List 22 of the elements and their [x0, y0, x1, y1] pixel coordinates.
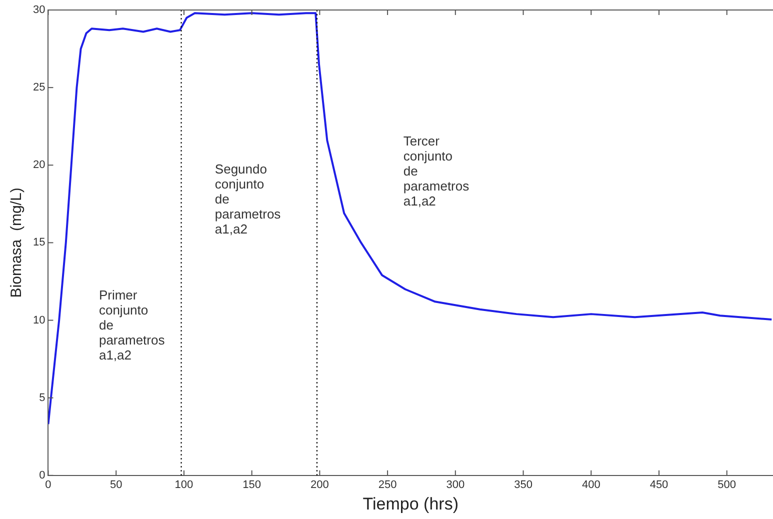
y-tick-label: 30: [32, 4, 46, 16]
x-axis-title: Tiempo (hrs): [362, 494, 458, 514]
x-tick-label: 200: [310, 479, 329, 492]
y-tick-label: 5: [39, 392, 46, 404]
x-tick-label: 100: [174, 479, 194, 492]
y-axis-title: Biomasa (mg/L): [8, 188, 26, 298]
x-tick-label: 450: [650, 479, 668, 492]
annotation: Segundo conjunto de parametros a1,a2: [214, 162, 282, 237]
x-tick-label: 50: [110, 479, 122, 492]
y-tick-label: 15: [32, 236, 46, 249]
x-tick-label: 500: [718, 479, 736, 492]
y-tick-label: 25: [32, 82, 46, 94]
y-tick-label: 10: [32, 314, 46, 326]
x-tick-label: 150: [242, 479, 261, 492]
x-tick-label: 300: [446, 479, 465, 492]
x-tick-label: 400: [582, 479, 600, 492]
annotation: Tercer conjunto de parametros a1,a2: [403, 134, 470, 209]
y-tick-label: 0: [39, 469, 46, 482]
x-tick-label: 350: [514, 479, 532, 492]
x-tick-label: 250: [378, 479, 397, 492]
annotation: Primer conjunto de parametros a1,a2: [98, 287, 166, 362]
y-tick-label: 20: [32, 159, 46, 172]
